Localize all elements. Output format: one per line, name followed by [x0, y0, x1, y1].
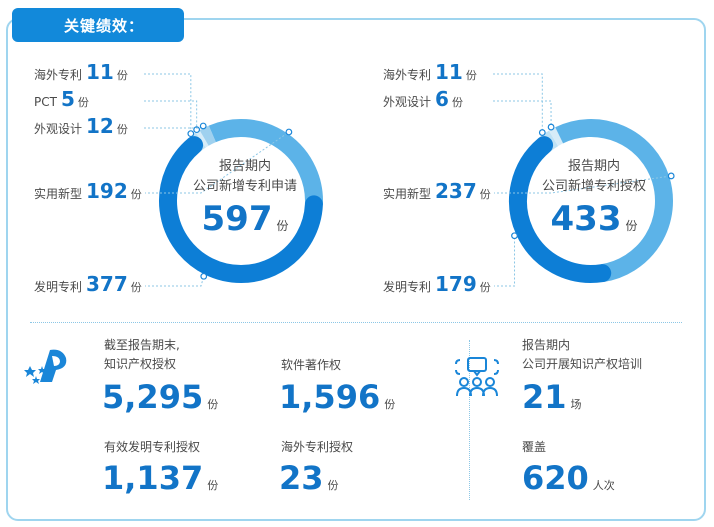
ip-total-value: 5,295 份 — [102, 378, 219, 416]
content-frame — [6, 18, 706, 521]
category-name: 海外专利 — [383, 68, 432, 82]
category-unit: 份 — [130, 188, 142, 201]
chart1-leader-dot-4 — [200, 272, 208, 280]
chart2-leader-dot-1 — [547, 123, 555, 131]
chart2-leader-0 — [493, 73, 543, 133]
chart1-label-3: 实用新型 192 份 — [34, 179, 145, 203]
category-value: 12 — [86, 114, 114, 138]
horizontal-divider — [30, 322, 682, 323]
category-unit: 份 — [130, 281, 142, 294]
software-value: 1,596 份 — [279, 378, 396, 416]
category-unit: 份 — [451, 96, 463, 109]
chart2-leader-dot-2 — [667, 172, 675, 180]
ip-logo-icon — [22, 342, 72, 390]
category-name: 外观设计 — [34, 122, 83, 136]
category-name: 海外专利 — [34, 68, 83, 82]
chart1-slice-4 — [159, 136, 323, 283]
software-label: 软件著作权 — [281, 358, 342, 372]
chart1-center-value: 597 份 — [201, 199, 289, 239]
chart1-leader-dot-1 — [193, 126, 201, 134]
invention-valid-value: 1,137 份 — [102, 459, 219, 497]
training-people-icon — [452, 354, 502, 404]
category-name: PCT — [34, 95, 57, 109]
category-value: 11 — [435, 60, 463, 84]
coverage-label: 覆盖 — [522, 440, 547, 454]
chart1-label-2: 外观设计 12 份 — [34, 114, 131, 138]
coverage-value: 620 人次 — [522, 459, 615, 497]
chart1-leader-dot-3 — [285, 128, 293, 136]
overseas-value: 23 份 — [279, 459, 339, 497]
chart2-leader-2 — [493, 175, 672, 194]
chart2-label-0: 海外专利 11 份 — [383, 60, 480, 84]
chart1-label-4: 发明专利 377 份 — [34, 272, 145, 296]
chart1-label-0: 海外专利 11 份 — [34, 60, 131, 84]
chart2-leader-dot-3 — [511, 232, 518, 240]
invention-valid-label: 有效发明专利授权 — [104, 440, 201, 454]
ip-total-label: 截至报告期末, 知识产权授权 — [104, 338, 180, 371]
category-unit: 份 — [479, 281, 491, 294]
charts-area: 海外专利 11 份 PCT 5 份外观设计 12 份实用新型 192 份发明专利 377 份海外专利 1… — [34, 60, 675, 296]
chart1-leader-dot-2 — [199, 122, 207, 130]
chart2-leader-dot-0 — [538, 129, 546, 136]
chart1-center-line1: 报告期内 — [218, 159, 271, 174]
category-value: 179 — [435, 272, 477, 296]
chart1-leader-dot-0 — [187, 130, 195, 138]
section-title: 关键绩效： — [12, 8, 184, 42]
chart1-leader-1 — [144, 100, 198, 130]
chart1-leader-0 — [144, 73, 192, 134]
chart1-leader-4 — [144, 276, 205, 287]
category-value: 237 — [435, 179, 477, 203]
chart2-slice-3 — [509, 136, 612, 283]
chart2-label-1: 外观设计 6 份 — [383, 87, 466, 111]
chart2-slice-1 — [548, 127, 564, 147]
chart1-label-1: PCT 5 份 — [34, 87, 92, 111]
category-value: 6 — [435, 87, 449, 111]
category-value: 377 — [86, 272, 128, 296]
chart1-center-line2: 公司新增专利申请 — [192, 179, 297, 194]
chart1-slice-1 — [195, 130, 209, 148]
donut-charts-svg — [144, 73, 675, 287]
chart2-leader-1 — [493, 100, 552, 128]
chart2-slice-2 — [555, 119, 673, 283]
category-value: 5 — [60, 87, 75, 111]
vertical-divider — [469, 340, 470, 500]
category-name: 实用新型 — [383, 187, 432, 201]
category-name: 发明专利 — [383, 280, 432, 294]
category-unit: 份 — [77, 96, 89, 109]
chart2-center-line1: 报告期内 — [567, 159, 620, 174]
chart2-center-line2: 公司新增专利授权 — [541, 179, 646, 194]
category-value: 192 — [86, 179, 128, 203]
training-value: 21 场 — [522, 378, 582, 416]
chart2-leader-3 — [493, 235, 516, 287]
category-name: 实用新型 — [34, 187, 83, 201]
category-unit: 份 — [465, 69, 477, 82]
category-unit: 份 — [479, 188, 491, 201]
category-name: 发明专利 — [34, 280, 83, 294]
chart1-center: 报告期内 公司新增专利申请 597 份 — [175, 157, 315, 248]
training-label: 报告期内 公司开展知识产权培训 — [522, 338, 643, 371]
chart2-label-3: 发明专利 179 份 — [383, 272, 494, 296]
chart1-leader-3 — [144, 131, 290, 194]
category-unit: 份 — [116, 123, 128, 136]
chart1-slice-3 — [208, 119, 323, 205]
overseas-label: 海外专利授权 — [281, 440, 354, 454]
category-unit: 份 — [116, 69, 128, 82]
chart2-center: 报告期内 公司新增专利授权 433 份 — [524, 157, 664, 248]
chart2-label-2: 实用新型 237 份 — [383, 179, 494, 203]
category-value: 11 — [86, 60, 114, 84]
category-name: 外观设计 — [383, 95, 432, 109]
chart2-center-value: 433 份 — [550, 199, 638, 239]
chart1-slice-2 — [199, 125, 216, 146]
